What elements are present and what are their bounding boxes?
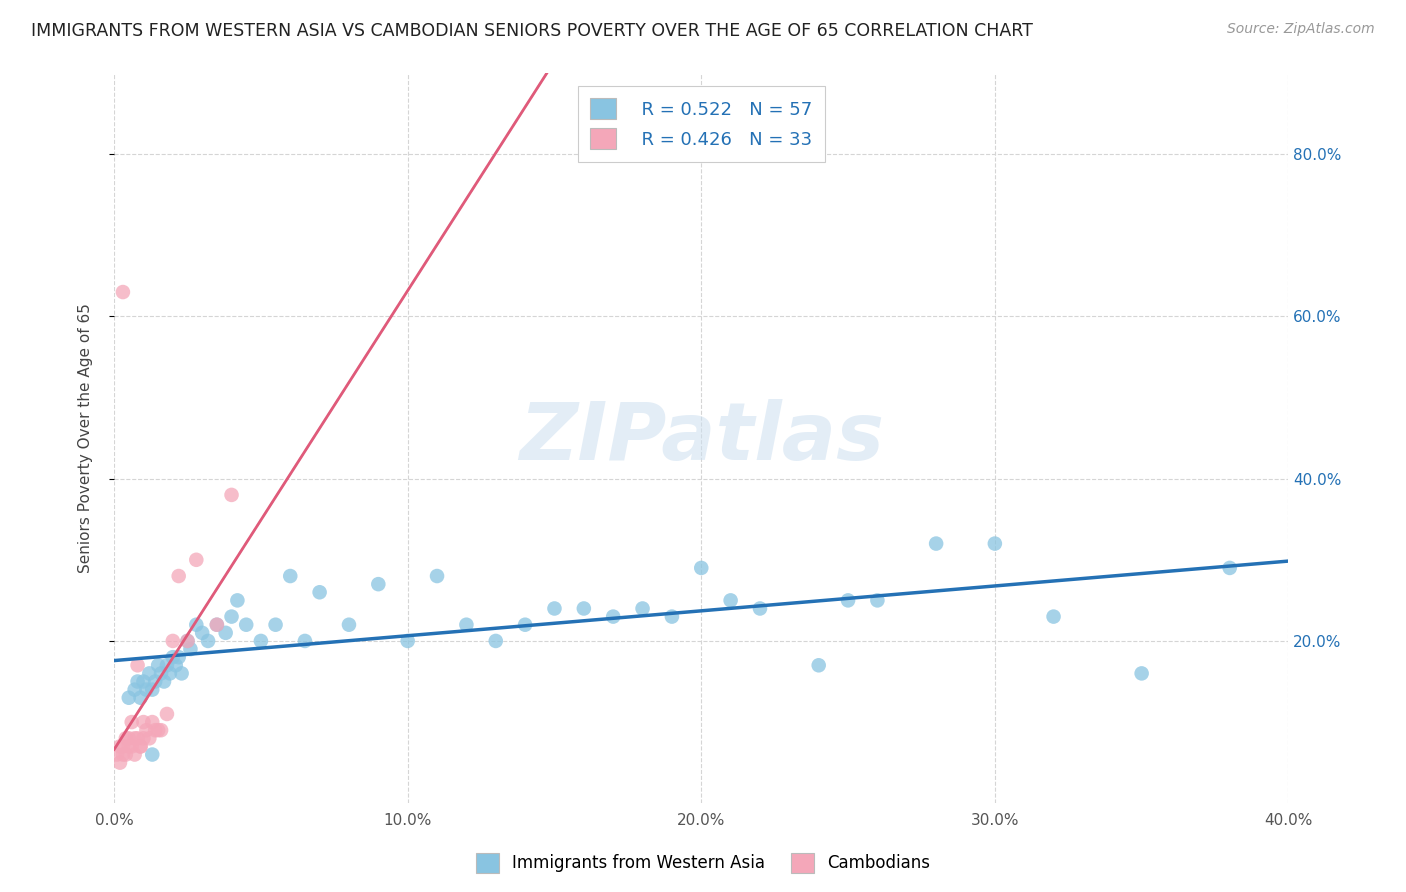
Point: [485, 634, 508, 648]
Point: [235, 617, 257, 632]
Point: [250, 634, 273, 648]
Point: [925, 536, 948, 550]
Point: [631, 601, 654, 615]
Point: [138, 731, 160, 746]
Point: [150, 666, 173, 681]
Point: [176, 634, 198, 648]
Point: [118, 731, 141, 746]
Point: [1042, 609, 1064, 624]
Point: [138, 666, 160, 681]
Point: [367, 577, 389, 591]
Point: [111, 747, 134, 762]
Point: [124, 747, 146, 762]
Point: [170, 666, 193, 681]
Legend: Immigrants from Western Asia, Cambodians: Immigrants from Western Asia, Cambodians: [470, 847, 936, 880]
Point: [127, 658, 149, 673]
Point: [661, 609, 683, 624]
Point: [124, 682, 146, 697]
Point: [127, 731, 149, 746]
Point: [749, 601, 772, 615]
Point: [456, 617, 478, 632]
Point: [150, 723, 173, 738]
Point: [837, 593, 859, 607]
Point: [143, 674, 166, 689]
Point: [115, 731, 138, 746]
Point: [396, 634, 419, 648]
Point: [186, 617, 208, 632]
Point: [129, 690, 152, 705]
Point: [132, 731, 155, 746]
Point: [197, 634, 219, 648]
Point: [141, 682, 163, 697]
Point: [426, 569, 449, 583]
Text: Source: ZipAtlas.com: Source: ZipAtlas.com: [1227, 22, 1375, 37]
Point: [156, 706, 179, 721]
Point: [143, 723, 166, 738]
Point: [294, 634, 316, 648]
Point: [215, 625, 238, 640]
Point: [179, 642, 201, 657]
Point: [167, 569, 190, 583]
Text: IMMIGRANTS FROM WESTERN ASIA VS CAMBODIAN SENIORS POVERTY OVER THE AGE OF 65 COR: IMMIGRANTS FROM WESTERN ASIA VS CAMBODIA…: [31, 22, 1033, 40]
Point: [135, 723, 157, 738]
Point: [135, 682, 157, 697]
Point: [221, 488, 243, 502]
Point: [167, 650, 190, 665]
Point: [156, 658, 179, 673]
Point: [141, 715, 163, 730]
Point: [159, 666, 181, 681]
Point: [602, 609, 624, 624]
Point: [108, 739, 131, 754]
Point: [720, 593, 742, 607]
Text: ZIPatlas: ZIPatlas: [519, 399, 884, 477]
Legend:   R = 0.522   N = 57,   R = 0.426   N = 33: R = 0.522 N = 57, R = 0.426 N = 33: [578, 86, 825, 161]
Point: [132, 674, 155, 689]
Point: [543, 601, 565, 615]
Point: [984, 536, 1007, 550]
Point: [337, 617, 360, 632]
Point: [205, 617, 228, 632]
Point: [513, 617, 536, 632]
Point: [165, 658, 187, 673]
Point: [176, 634, 198, 648]
Point: [866, 593, 889, 607]
Point: [118, 690, 141, 705]
Point: [111, 739, 134, 754]
Point: [111, 285, 134, 299]
Point: [118, 739, 141, 754]
Point: [124, 731, 146, 746]
Point: [146, 723, 169, 738]
Point: [186, 553, 208, 567]
Point: [278, 569, 301, 583]
Point: [115, 747, 138, 762]
Point: [308, 585, 330, 599]
Point: [121, 715, 143, 730]
Point: [690, 561, 713, 575]
Point: [129, 739, 152, 754]
Point: [153, 674, 176, 689]
Point: [221, 609, 243, 624]
Point: [105, 747, 128, 762]
Point: [205, 617, 228, 632]
Point: [807, 658, 830, 673]
Point: [572, 601, 595, 615]
Point: [127, 674, 149, 689]
Point: [129, 739, 152, 754]
Point: [108, 756, 131, 770]
Point: [121, 739, 143, 754]
Point: [141, 747, 163, 762]
Y-axis label: Seniors Poverty Over the Age of 65: Seniors Poverty Over the Age of 65: [79, 303, 93, 573]
Point: [162, 650, 184, 665]
Point: [191, 625, 214, 640]
Point: [1219, 561, 1241, 575]
Point: [132, 715, 155, 730]
Point: [226, 593, 249, 607]
Point: [162, 634, 184, 648]
Point: [146, 658, 169, 673]
Point: [1130, 666, 1153, 681]
Point: [264, 617, 287, 632]
